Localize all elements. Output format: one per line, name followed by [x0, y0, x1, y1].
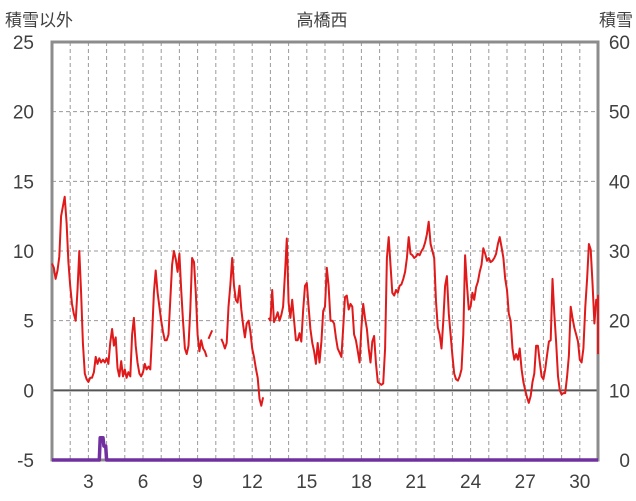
chart-title: 高橋西: [297, 11, 348, 31]
y-left-tick-label: 20: [13, 103, 34, 124]
y-right-tick-label: 20: [609, 312, 630, 333]
y-right-tick-label: 60: [609, 33, 630, 54]
y-left-axis-label: 積雪以外: [5, 11, 73, 31]
y-left-tick-label: 10: [13, 242, 34, 263]
x-tick-label: 18: [351, 472, 372, 493]
series-line-main: [51, 195, 599, 407]
x-tick-label: 27: [515, 472, 536, 493]
y-left-tick-label: 5: [23, 312, 34, 333]
y-left-tick-label: 0: [23, 381, 34, 402]
x-tick-label: 6: [138, 472, 149, 493]
x-tick-label: 30: [569, 472, 590, 493]
y-left-tick-label: 15: [13, 172, 34, 193]
x-tick-label: 3: [83, 472, 94, 493]
y-right-tick-label: 0: [619, 451, 630, 472]
y-right-tick-label: 40: [609, 172, 630, 193]
y-right-tick-label: 10: [609, 381, 630, 402]
x-tick-label: 15: [296, 472, 317, 493]
x-tick-label: 12: [242, 472, 263, 493]
series-line-snow: [52, 435, 598, 462]
x-tick-label: 24: [460, 472, 482, 493]
y-left-tick-label: 25: [13, 33, 34, 54]
x-tick-label: 21: [405, 472, 426, 493]
y-right-tick-label: 50: [609, 103, 630, 124]
y-right-tick-label: 30: [609, 242, 630, 263]
grid-layer: [52, 42, 599, 460]
tick-label-layer: 3 6 9 12 15 18 21 24 27 302520151050-560504030201…: [13, 33, 630, 493]
y-right-axis-label: 積雪: [599, 11, 633, 31]
x-tick-label: 9: [192, 472, 203, 493]
y-left-tick-label: -5: [17, 451, 34, 472]
series-layer: [51, 195, 599, 462]
